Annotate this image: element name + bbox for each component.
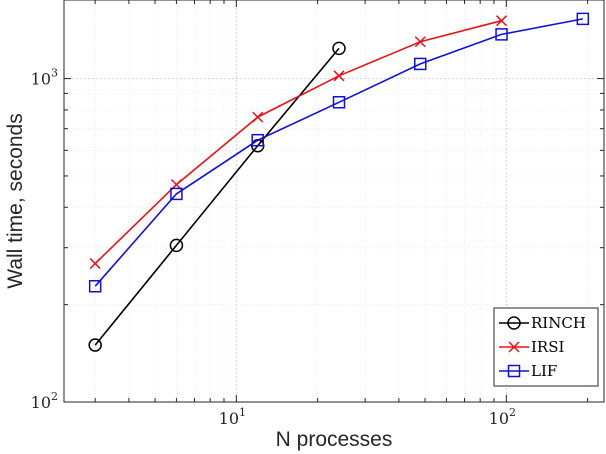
data-point-lif xyxy=(495,28,508,41)
x-tick-label: 101 xyxy=(219,406,246,428)
legend-item-lif: LIF xyxy=(499,362,557,380)
y-tick-label: 103 xyxy=(31,67,58,89)
data-point-irsi xyxy=(89,258,101,270)
data-point-lif xyxy=(414,57,427,71)
legend-item-irsi: IRSI xyxy=(499,338,564,356)
data-point-rinch xyxy=(169,238,184,253)
y-axis-title: Wall time, seconds xyxy=(4,113,27,288)
data-point-rinch xyxy=(88,338,102,352)
data-point-rinch xyxy=(332,41,346,56)
axis-ticks xyxy=(64,0,604,403)
data-point-irsi-stroke xyxy=(252,111,264,123)
series-line-irsi xyxy=(94,19,502,265)
y-tick-label: 102 xyxy=(31,390,58,412)
plot-frame xyxy=(63,0,605,403)
data-point-lif xyxy=(88,279,102,293)
legend-marker-rinch xyxy=(507,316,521,330)
data-point-lif xyxy=(332,96,346,109)
legend-label-lif: LIF xyxy=(531,362,557,380)
data-point-lif xyxy=(576,12,590,26)
legend-marker-lif xyxy=(507,364,521,378)
data-point-irsi xyxy=(333,70,345,82)
series-irsi xyxy=(89,15,508,270)
data-point-irsi-stroke xyxy=(89,258,101,270)
data-point-irsi xyxy=(496,15,508,27)
series-layer xyxy=(88,12,590,352)
series-line-lif xyxy=(94,18,583,287)
data-point-irsi-stroke xyxy=(496,15,508,27)
data-point-irsi-stroke xyxy=(414,36,426,48)
legend: RINCH IRSI LIF xyxy=(493,307,599,387)
minor-grid xyxy=(64,0,604,402)
data-point-lif xyxy=(170,187,183,201)
legend-marker-irsi-stroke xyxy=(508,341,520,353)
data-point-irsi xyxy=(252,111,264,123)
data-point-irsi-stroke xyxy=(333,70,345,82)
tick-labels: 101 102 102 103 xyxy=(31,67,516,428)
x-tick-label: 102 xyxy=(489,406,516,428)
legend-marker-irsi xyxy=(508,341,520,353)
data-point-irsi xyxy=(414,36,426,48)
legend-label-irsi: IRSI xyxy=(531,338,564,356)
x-axis-title: N processes xyxy=(276,428,393,451)
legend-label-rinch: RINCH xyxy=(531,314,586,332)
data-point-lif xyxy=(251,133,264,147)
series-lif xyxy=(88,12,590,293)
legend-item-rinch: RINCH xyxy=(499,314,586,332)
